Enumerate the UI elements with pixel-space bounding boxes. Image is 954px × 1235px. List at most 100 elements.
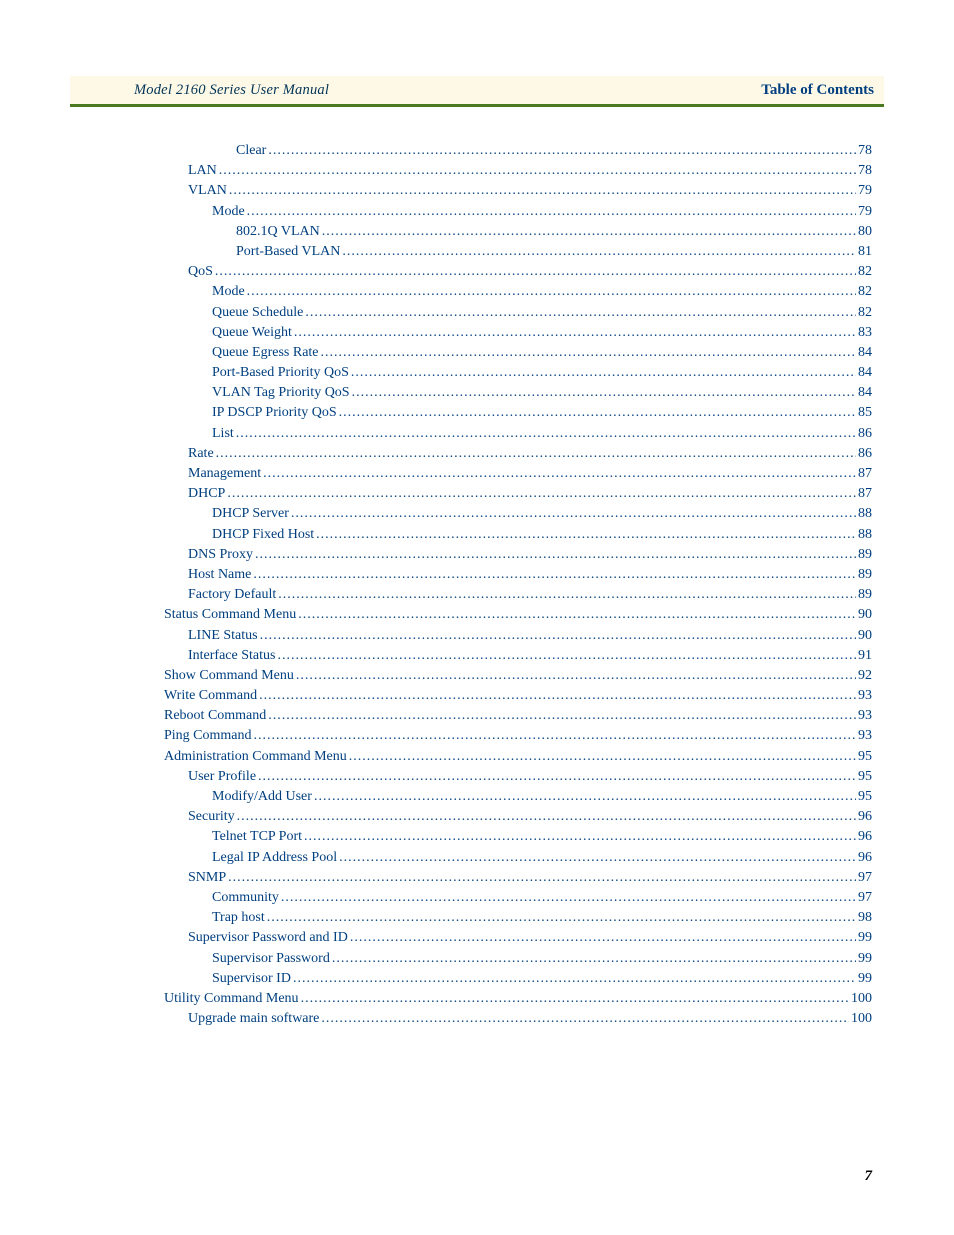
page-header: Model 2160 Series User Manual Table of C… bbox=[70, 76, 884, 104]
toc-leader-dots: ........................................… bbox=[255, 548, 856, 562]
toc-entry[interactable]: DHCP Fixed Host ........................… bbox=[140, 528, 872, 542]
toc-page-number: 99 bbox=[858, 952, 872, 966]
toc-page-number: 96 bbox=[858, 851, 872, 865]
toc-entry[interactable]: Clear ..................................… bbox=[140, 144, 872, 158]
toc-entry[interactable]: LAN ....................................… bbox=[140, 164, 872, 178]
toc-label: DHCP Server bbox=[212, 507, 289, 521]
toc-page-number: 81 bbox=[858, 245, 872, 259]
toc-entry[interactable]: Modify/Add User ........................… bbox=[140, 790, 872, 804]
toc-entry[interactable]: Reboot Command .........................… bbox=[140, 709, 872, 723]
toc-entry[interactable]: Write Command ..........................… bbox=[140, 689, 872, 703]
toc-entry[interactable]: Trap host ..............................… bbox=[140, 911, 872, 925]
toc-leader-dots: ........................................… bbox=[268, 144, 856, 158]
toc-page-number: 82 bbox=[858, 285, 872, 299]
toc-label: Security bbox=[188, 810, 235, 824]
toc-entry[interactable]: Status Command Menu ....................… bbox=[140, 608, 872, 622]
toc-page-number: 89 bbox=[858, 548, 872, 562]
toc-leader-dots: ........................................… bbox=[316, 528, 856, 542]
toc-entry[interactable]: Queue Weight ...........................… bbox=[140, 326, 872, 340]
toc-label: DHCP bbox=[188, 487, 225, 501]
toc-entry[interactable]: Mode ...................................… bbox=[140, 285, 872, 299]
toc-entry[interactable]: List ...................................… bbox=[140, 427, 872, 441]
toc-entry[interactable]: Community ..............................… bbox=[140, 891, 872, 905]
toc-label: Telnet TCP Port bbox=[212, 830, 302, 844]
toc-entry[interactable]: Supervisor Password and ID .............… bbox=[140, 931, 872, 945]
toc-label: Upgrade main software bbox=[188, 1012, 319, 1026]
toc-page-number: 89 bbox=[858, 568, 872, 582]
toc-leader-dots: ........................................… bbox=[332, 952, 856, 966]
toc-leader-dots: ........................................… bbox=[298, 608, 856, 622]
toc-entry[interactable]: LINE Status ............................… bbox=[140, 629, 872, 643]
toc-entry[interactable]: VLAN ...................................… bbox=[140, 184, 872, 198]
toc-label: Rate bbox=[188, 447, 214, 461]
toc-label: Write Command bbox=[164, 689, 257, 703]
toc-entry[interactable]: DNS Proxy ..............................… bbox=[140, 548, 872, 562]
toc-page-number: 91 bbox=[858, 649, 872, 663]
toc-label: DNS Proxy bbox=[188, 548, 253, 562]
toc-entry[interactable]: Port-Based Priority QoS ................… bbox=[140, 366, 872, 380]
toc-entry[interactable]: Host Name ..............................… bbox=[140, 568, 872, 582]
toc-page-number: 93 bbox=[858, 729, 872, 743]
toc-page-number: 92 bbox=[858, 669, 872, 683]
toc-label: Show Command Menu bbox=[164, 669, 294, 683]
toc-entry[interactable]: SNMP ...................................… bbox=[140, 871, 872, 885]
toc-entry[interactable]: Ping Command ...........................… bbox=[140, 729, 872, 743]
toc-label: IP DSCP Priority QoS bbox=[212, 406, 337, 420]
toc-entry[interactable]: Supervisor Password ....................… bbox=[140, 952, 872, 966]
page: Model 2160 Series User Manual Table of C… bbox=[0, 0, 954, 1235]
toc-label: Supervisor Password bbox=[212, 952, 330, 966]
toc-leader-dots: ........................................… bbox=[301, 992, 849, 1006]
toc-entry[interactable]: Legal IP Address Pool ..................… bbox=[140, 851, 872, 865]
toc-page-number: 79 bbox=[858, 205, 872, 219]
toc-page-number: 100 bbox=[851, 1012, 872, 1026]
toc-entry[interactable]: Queue Egress Rate ......................… bbox=[140, 346, 872, 360]
toc-leader-dots: ........................................… bbox=[305, 306, 856, 320]
toc-label: LINE Status bbox=[188, 629, 258, 643]
toc-leader-dots: ........................................… bbox=[247, 205, 856, 219]
toc-entry[interactable]: VLAN Tag Priority QoS ..................… bbox=[140, 386, 872, 400]
toc-entry[interactable]: Show Command Menu ......................… bbox=[140, 669, 872, 683]
toc-entry[interactable]: 802.1Q VLAN ............................… bbox=[140, 225, 872, 239]
toc-page-number: 78 bbox=[858, 144, 872, 158]
toc-page-number: 87 bbox=[858, 467, 872, 481]
toc-label: Port-Based Priority QoS bbox=[212, 366, 349, 380]
toc-leader-dots: ........................................… bbox=[254, 729, 856, 743]
toc-page-number: 100 bbox=[851, 992, 872, 1006]
toc-page-number: 84 bbox=[858, 366, 872, 380]
toc-leader-dots: ........................................… bbox=[321, 346, 856, 360]
toc-entry[interactable]: Utility Command Menu ...................… bbox=[140, 992, 872, 1006]
toc-page-number: 95 bbox=[858, 790, 872, 804]
toc-label: Port-Based VLAN bbox=[236, 245, 340, 259]
toc-entry[interactable]: User Profile ...........................… bbox=[140, 770, 872, 784]
toc-leader-dots: ........................................… bbox=[258, 770, 856, 784]
toc-entry[interactable]: Factory Default ........................… bbox=[140, 588, 872, 602]
toc-entry[interactable]: Mode ...................................… bbox=[140, 205, 872, 219]
toc-page-number: 93 bbox=[858, 709, 872, 723]
toc-entry[interactable]: Management .............................… bbox=[140, 467, 872, 481]
toc-entry[interactable]: DHCP Server ............................… bbox=[140, 507, 872, 521]
toc-entry[interactable]: Queue Schedule .........................… bbox=[140, 306, 872, 320]
toc-label: Modify/Add User bbox=[212, 790, 312, 804]
toc-entry[interactable]: Upgrade main software ..................… bbox=[140, 1012, 872, 1026]
toc-page-number: 98 bbox=[858, 911, 872, 925]
toc-page-number: 96 bbox=[858, 830, 872, 844]
toc-entry[interactable]: Security ...............................… bbox=[140, 810, 872, 824]
toc-page-number: 80 bbox=[858, 225, 872, 239]
toc-page-number: 88 bbox=[858, 507, 872, 521]
toc-page-number: 82 bbox=[858, 306, 872, 320]
toc-entry[interactable]: Rate ...................................… bbox=[140, 447, 872, 461]
toc-entry[interactable]: Supervisor ID ..........................… bbox=[140, 972, 872, 986]
toc-entry[interactable]: IP DSCP Priority QoS ...................… bbox=[140, 406, 872, 420]
toc-entry[interactable]: Port-Based VLAN ........................… bbox=[140, 245, 872, 259]
toc-entry[interactable]: Administration Command Menu ............… bbox=[140, 750, 872, 764]
toc-entry[interactable]: QoS ....................................… bbox=[140, 265, 872, 279]
toc-page-number: 93 bbox=[858, 689, 872, 703]
toc-entry[interactable]: Telnet TCP Port ........................… bbox=[140, 830, 872, 844]
toc-page-number: 83 bbox=[858, 326, 872, 340]
toc-label: Mode bbox=[212, 205, 245, 219]
toc-entry[interactable]: DHCP ...................................… bbox=[140, 487, 872, 501]
toc-leader-dots: ........................................… bbox=[216, 447, 856, 461]
toc-entry[interactable]: Interface Status .......................… bbox=[140, 649, 872, 663]
toc-page-number: 99 bbox=[858, 931, 872, 945]
toc-label: Host Name bbox=[188, 568, 251, 582]
